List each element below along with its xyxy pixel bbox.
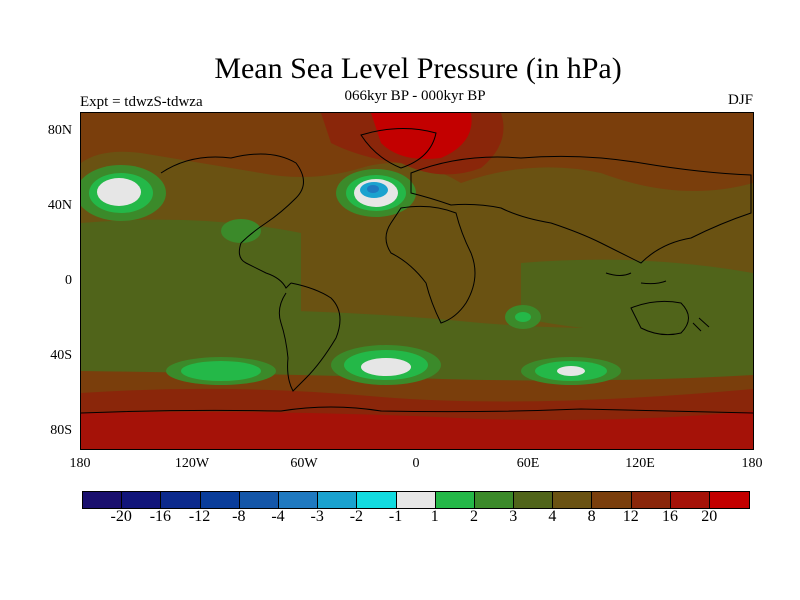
colorbar-label: -20 — [110, 508, 132, 525]
north-america-coast — [160, 153, 304, 289]
australia-coast — [630, 300, 689, 336]
north-atlantic-core — [367, 185, 379, 193]
coastlines — [81, 127, 753, 414]
colorbar-swatch — [161, 492, 201, 508]
colorbar-label: 8 — [587, 508, 596, 525]
colorbar-swatch — [474, 492, 515, 508]
indonesia-coast — [605, 272, 667, 285]
colorbar-swatch — [200, 492, 240, 508]
experiment-label: Expt = tdwzS-tdwza — [80, 94, 203, 110]
gulf-green — [221, 219, 261, 243]
colorbar-label: 12 — [622, 508, 639, 525]
lat-label: 0 — [65, 273, 72, 288]
pressure-map — [81, 113, 753, 449]
lon-label: 0 — [412, 456, 420, 471]
colorbar-swatch — [357, 492, 397, 508]
africa-coast — [385, 205, 476, 324]
lon-label: 180 — [741, 456, 763, 471]
colorbar-swatch — [710, 492, 750, 508]
lon-label: 180 — [69, 456, 91, 471]
antarctic-red — [81, 411, 753, 449]
colorbar-swatch — [396, 492, 436, 508]
new-zealand-coast — [692, 317, 710, 332]
antarctica-coast — [81, 406, 753, 414]
colorbar-label: 2 — [470, 508, 478, 525]
lon-label: 120E — [625, 456, 655, 471]
colorbar-label: -2 — [349, 508, 364, 525]
south-atlantic-white — [361, 358, 411, 376]
greenland-coast — [360, 127, 437, 169]
colorbar-swatch — [318, 492, 358, 508]
madagascar-bright — [515, 312, 531, 322]
map-title: Mean Sea Level Pressure (in hPa) — [214, 52, 622, 85]
colorbar-label: 16 — [662, 508, 678, 525]
colorbar-label: -16 — [149, 508, 172, 525]
colorbar-label: 4 — [548, 508, 557, 525]
lat-label: 80N — [47, 123, 72, 138]
period-label: 066kyr BP - 000kyr BP — [344, 88, 486, 104]
colorbar-label: -3 — [310, 508, 324, 525]
colorbar-label: -8 — [232, 508, 246, 525]
colorbar-label: -1 — [388, 508, 403, 525]
colorbar-swatch — [670, 492, 710, 508]
colorbar-swatch — [122, 492, 162, 508]
colorbar-label: -12 — [188, 508, 211, 525]
greenland-red — [371, 113, 472, 159]
indo-pacific-olive — [521, 259, 753, 332]
eurasia-coast — [410, 155, 752, 264]
colorbar-swatch — [239, 492, 279, 508]
colorbar-swatch — [83, 492, 123, 508]
colorbar — [82, 491, 751, 509]
colorbar-label: 20 — [701, 508, 718, 525]
colorbar-label: -4 — [271, 508, 285, 525]
season-label: DJF — [727, 92, 753, 108]
colorbar-swatch — [553, 492, 593, 508]
colorbar-swatch — [592, 492, 632, 508]
south-indian-white — [557, 366, 585, 376]
map-panel — [80, 112, 754, 450]
lat-label: 40S — [50, 348, 72, 363]
colorbar-label: 1 — [430, 508, 439, 525]
north-pacific-white — [97, 178, 141, 206]
south-pacific-bright — [181, 361, 261, 381]
lat-label: 80S — [50, 423, 72, 438]
colorbar-swatch — [278, 492, 319, 508]
colorbar-swatch — [514, 492, 554, 508]
lon-label: 60W — [290, 456, 318, 471]
lon-label: 120W — [174, 456, 210, 471]
colorbar-swatch — [435, 492, 475, 508]
colorbar-label: 3 — [509, 508, 518, 525]
colorbar-swatch — [631, 492, 671, 508]
south-america-coast — [278, 282, 341, 392]
lat-label: 40N — [47, 198, 72, 213]
lon-label: 60E — [516, 456, 540, 471]
